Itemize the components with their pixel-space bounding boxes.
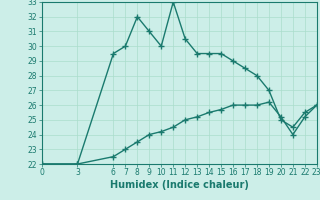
X-axis label: Humidex (Indice chaleur): Humidex (Indice chaleur)	[110, 180, 249, 190]
